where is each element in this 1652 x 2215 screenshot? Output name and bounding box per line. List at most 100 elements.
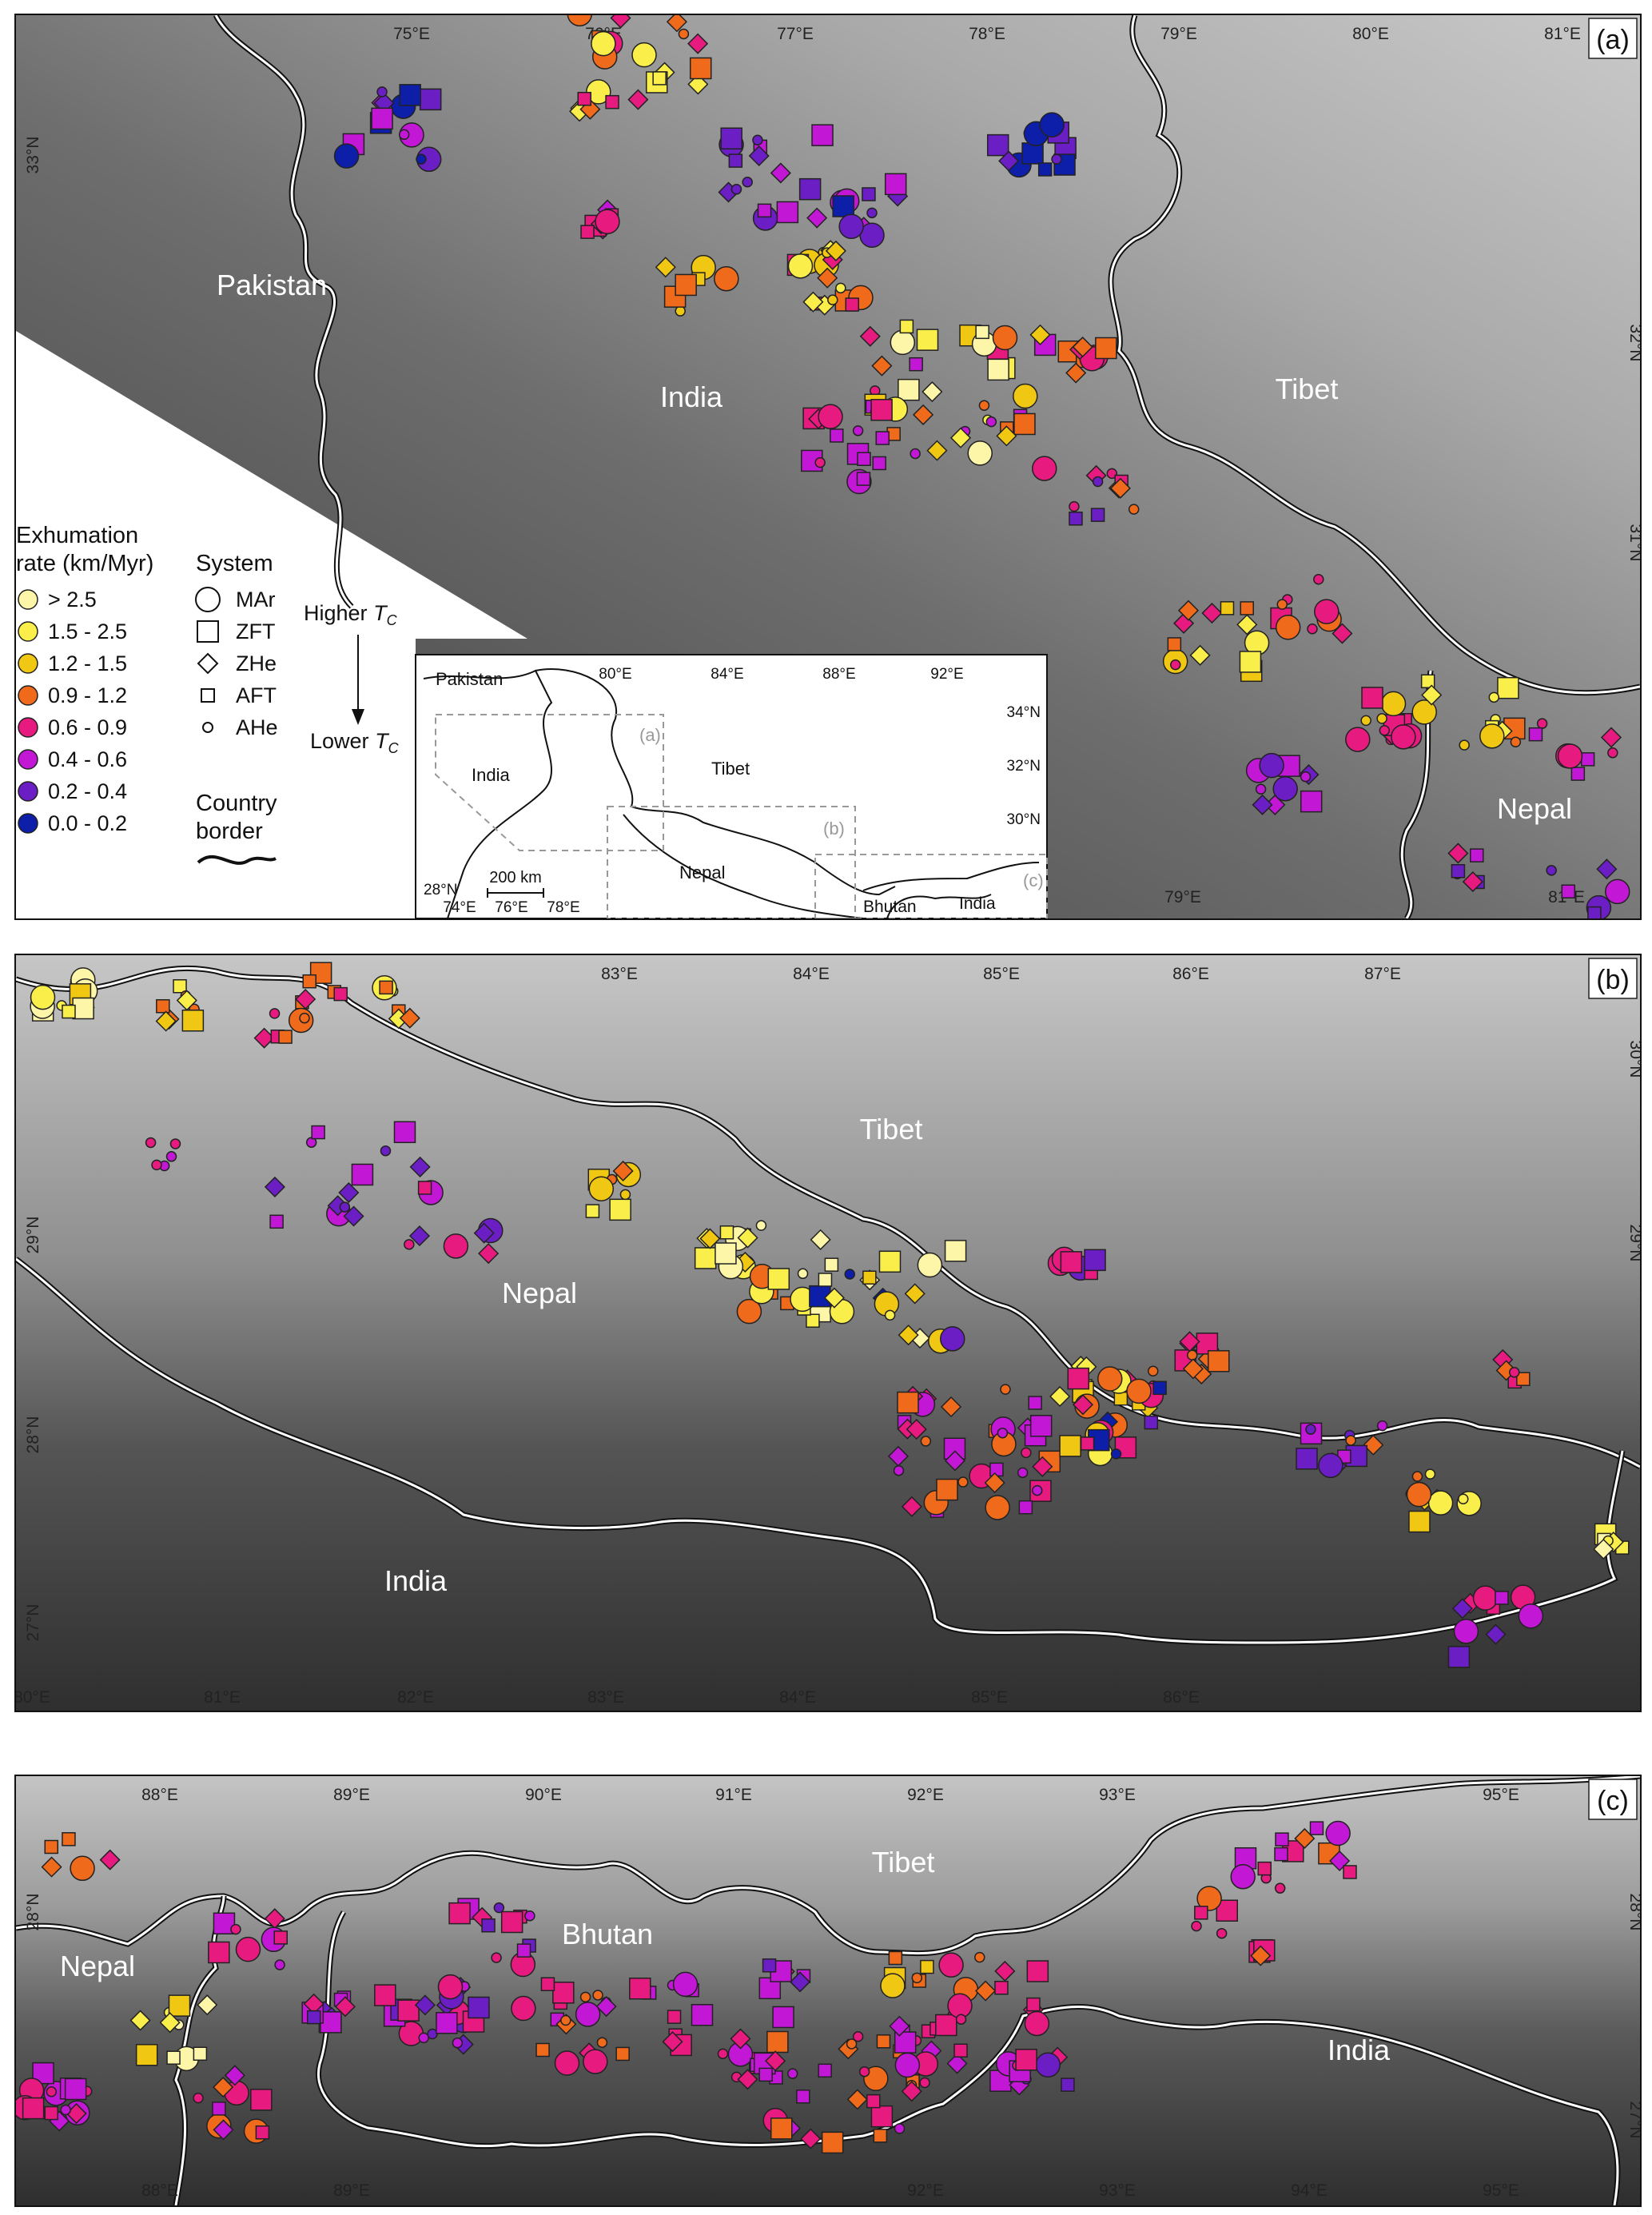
lon-tick: 88°E [141, 1786, 178, 1804]
sample-marker [748, 145, 770, 167]
lon-tick: 93°E [1099, 1786, 1136, 1804]
lon-tick: 82°E [397, 1688, 434, 1707]
panel-a-svg: 75°E 76°E 77°E 78°E 79°E 80°E 81°E 79°E … [16, 15, 1640, 918]
inset-region-pakistan: Pakistan [436, 669, 503, 689]
sample-marker [595, 1996, 617, 2018]
sample-marker [213, 2119, 234, 2141]
sample-marker [1479, 723, 1505, 749]
region-label-tibet: Tibet [872, 1846, 935, 1878]
sample-marker [996, 425, 1017, 447]
sample-marker [1080, 1436, 1095, 1451]
sample-marker [1061, 2078, 1075, 2092]
sample-marker [806, 207, 828, 229]
legend-rate-label: 0.0 - 0.2 [48, 811, 127, 835]
sample-marker [269, 1214, 284, 1229]
sample-marker [560, 2014, 571, 2026]
sample-marker [62, 1832, 76, 1846]
sample-marker [1049, 1385, 1071, 1408]
sample-marker [173, 979, 187, 994]
sample-marker [940, 1326, 965, 1352]
sample-marker [302, 974, 316, 989]
sample-marker [719, 1225, 734, 1240]
sample-marker [770, 2117, 793, 2140]
sample-marker [1300, 771, 1312, 783]
sample-marker [1570, 767, 1586, 781]
sample-marker [1580, 752, 1595, 767]
legend-system-label: MAr [236, 588, 276, 612]
sample-marker [577, 91, 591, 106]
sample-marker [800, 2128, 822, 2149]
sample-marker [1332, 623, 1353, 644]
legend-system-symbol [201, 688, 215, 703]
lon-tick: 84°E [793, 965, 830, 983]
sample-marker [627, 89, 649, 110]
sample-marker [273, 1930, 289, 1945]
sample-marker [957, 1476, 969, 1488]
sample-marker [742, 176, 753, 188]
region-label-india: India [1328, 2034, 1391, 2066]
inset-bottom-tick: 74°E [443, 899, 476, 916]
sample-marker [825, 240, 846, 261]
sample-marker [309, 962, 332, 984]
inset-region-tibet: Tibet [711, 759, 750, 779]
sample-marker [862, 187, 876, 201]
sample-marker [913, 404, 934, 425]
sample-marker [1250, 1945, 1272, 1966]
inset-border-india-east [886, 894, 992, 918]
sample-marker [940, 1396, 962, 1418]
sample-marker [619, 1189, 631, 1201]
sample-marker [975, 1980, 997, 2002]
inset-box-a [435, 714, 664, 851]
sample-marker [193, 2092, 204, 2104]
legend-rate-swatch [18, 621, 38, 642]
inset-region-india: India [472, 765, 510, 785]
lon-tick: 81°E [204, 1688, 241, 1707]
sample-marker [810, 1229, 831, 1250]
sample-marker [944, 1450, 965, 1472]
lat-tick: 29°N [1626, 1225, 1640, 1262]
sample-marker [197, 1994, 218, 2016]
sample-marker [992, 325, 1018, 351]
region-label-nepal: Nepal [1497, 792, 1572, 825]
sample-marker [714, 265, 739, 292]
inset-border-tibet [535, 668, 896, 896]
sample-marker [871, 355, 893, 376]
sample-marker [398, 129, 410, 141]
sample-marker [858, 2066, 870, 2078]
lon-tick: 93°E [1099, 2181, 1136, 2200]
sample-marker [1605, 878, 1630, 905]
sample-marker [615, 2046, 630, 2062]
sample-marker [1600, 727, 1622, 748]
sample-marker [41, 1856, 62, 1878]
sample-marker [44, 1839, 59, 1854]
sample-marker [715, 1242, 737, 1265]
sample-marker [1072, 1394, 1094, 1416]
lon-tick: 89°E [333, 2181, 370, 2200]
sample-marker [62, 1004, 76, 1019]
sample-marker [737, 1227, 758, 1249]
sample-marker [311, 1125, 325, 1140]
sample-marker [404, 1239, 415, 1250]
sample-marker [876, 2034, 891, 2049]
sample-marker [1528, 727, 1543, 742]
sample-marker [974, 1951, 985, 1963]
inset-border-bhutan [862, 862, 1040, 891]
sample-marker [894, 2123, 906, 2134]
region-label-bhutan: Bhutan [562, 1918, 653, 1950]
sample-marker [758, 2067, 773, 2082]
sample-marker [1546, 865, 1557, 876]
sample-marker [1018, 1500, 1033, 1515]
sample-marker [1024, 2010, 1050, 2037]
sample-marker [540, 1977, 555, 1991]
sample-marker [967, 440, 993, 466]
sample-marker [1406, 1481, 1432, 1508]
legend-system-label: ZFT [236, 619, 275, 643]
sample-marker [1379, 725, 1391, 736]
sample-marker [473, 1222, 495, 1244]
sample-marker [1408, 1510, 1431, 1533]
panel-b-ticks: 83°E 84°E 85°E 86°E 87°E 80°E 81°E 82°E … [16, 965, 1640, 1707]
sample-marker [655, 257, 676, 278]
sample-marker [1462, 871, 1483, 893]
sample-marker [371, 107, 393, 130]
inset-region-nepal: Nepal [679, 862, 725, 882]
